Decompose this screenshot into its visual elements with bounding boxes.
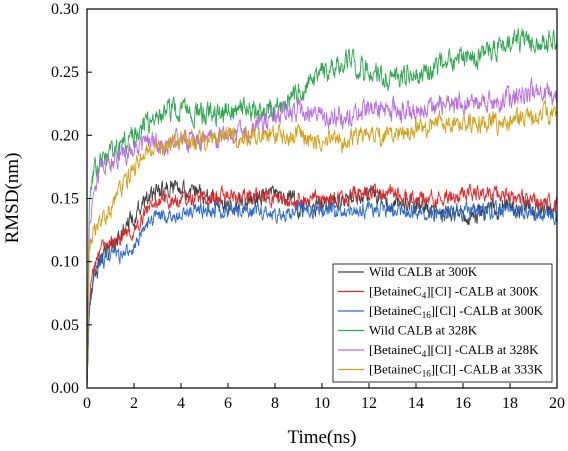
legend-text-part: [BetaineC xyxy=(369,303,422,318)
legend-text-part: ][Cl] -CALB at 300K xyxy=(426,284,539,299)
x-tick-label: 8 xyxy=(271,395,279,412)
axis-ticks: 0 2 4 6 8 10 12 14 16 18 20 0.00 0.05 0.10 0.15 0.20 0.2… xyxy=(51,1,565,412)
y-tick-label: 0.30 xyxy=(51,1,79,18)
x-tick-label: 20 xyxy=(549,395,565,412)
legend-text-part: 4 xyxy=(422,349,427,359)
x-tick-label: 12 xyxy=(361,395,377,412)
legend-text-part: ][Cl] -CALB at 328K xyxy=(426,342,539,357)
y-tick-label: 0.10 xyxy=(51,254,79,271)
x-tick-label: 6 xyxy=(224,395,232,412)
y-tick-label: 0.20 xyxy=(51,127,79,144)
legend-entry-label: Wild CALB at 300K xyxy=(369,264,478,279)
series-line xyxy=(86,179,558,389)
legend-text-part: 16 xyxy=(422,369,432,379)
legend-text-part: Wild CALB at 328K xyxy=(369,323,478,338)
legend-text-part: 4 xyxy=(422,291,427,301)
legend-text-part: [BetaineC xyxy=(369,362,422,377)
legend-text-part: Wild CALB at 300K xyxy=(369,264,478,279)
x-axis-title: Time(ns) xyxy=(288,427,357,448)
series-line xyxy=(86,77,558,389)
y-axis-title: RMSD(nm) xyxy=(2,153,23,244)
legend-text-part: ][Cl] -CALB at 333K xyxy=(431,362,544,377)
legend-entry-label: [BetaineC16][Cl] -CALB at 300K xyxy=(369,303,544,320)
x-tick-label: 2 xyxy=(130,395,138,412)
legend-text-part: [BetaineC xyxy=(369,342,422,357)
legend-box xyxy=(332,263,553,383)
y-tick-label: 0.15 xyxy=(51,191,79,208)
x-tick-label: 0 xyxy=(83,395,91,412)
series-line xyxy=(86,28,558,389)
series-line xyxy=(86,99,558,389)
y-tick-label: 0.00 xyxy=(51,380,79,397)
series-line xyxy=(86,199,558,389)
x-tick-label: 18 xyxy=(502,395,518,412)
series-line xyxy=(86,183,558,389)
series-lines xyxy=(86,28,558,389)
x-tick-label: 4 xyxy=(177,395,185,412)
x-tick-label: 16 xyxy=(455,395,471,412)
legend-text-part: 16 xyxy=(422,310,432,320)
legend-entry-label: [BetaineC4][Cl] -CALB at 328K xyxy=(369,342,539,359)
legend: Wild CALB at 300K[BetaineC4][Cl] -CALB a… xyxy=(332,263,553,383)
x-tick-label: 10 xyxy=(314,395,330,412)
legend-entry-label: [BetaineC4][Cl] -CALB at 300K xyxy=(369,284,539,301)
legend-text-part: ][Cl] -CALB at 300K xyxy=(431,303,544,318)
legend-entry-label: [BetaineC16][Cl] -CALB at 333K xyxy=(369,362,544,379)
y-tick-label: 0.25 xyxy=(51,64,79,81)
y-tick-label: 0.05 xyxy=(51,317,79,334)
legend-text-part: [BetaineC xyxy=(369,284,422,299)
x-tick-label: 14 xyxy=(408,395,424,412)
legend-entry-label: Wild CALB at 328K xyxy=(369,323,478,338)
